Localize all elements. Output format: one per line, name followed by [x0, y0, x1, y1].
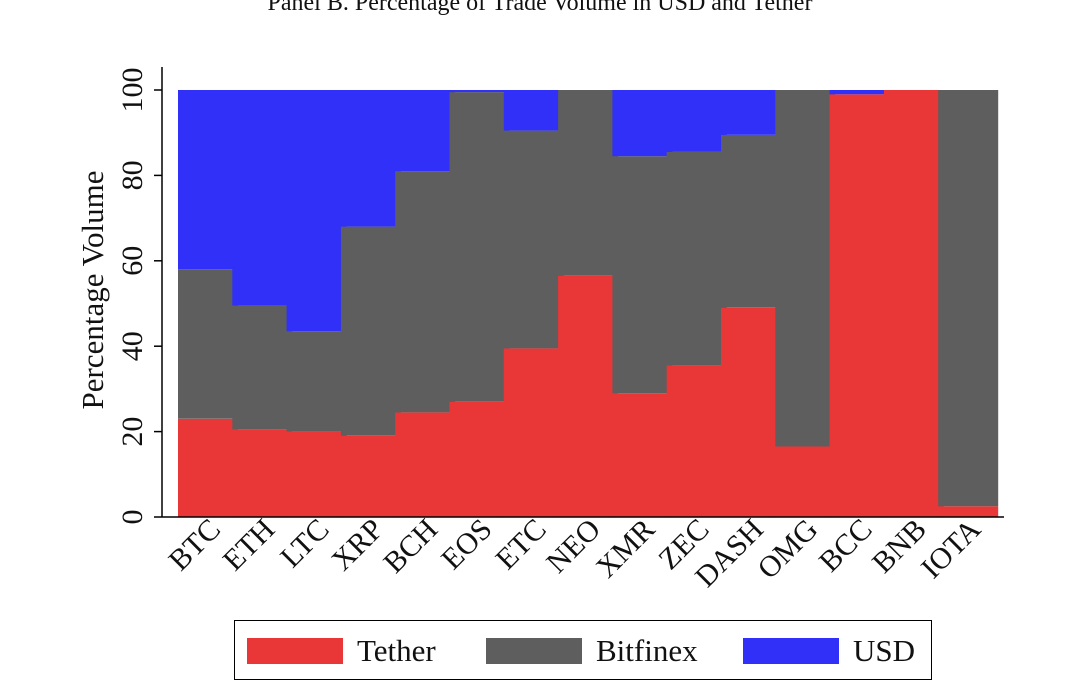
bar-usd-bch [395, 90, 456, 172]
bar-tether-dash [721, 307, 781, 517]
bar-tether-neo [558, 275, 619, 517]
x-tick-label-bch: BCH [377, 513, 444, 580]
bar-tether-etc [503, 348, 564, 517]
legend-swatch-usd [743, 638, 839, 664]
x-tick-label-etc: ETC [489, 513, 552, 576]
bar-bitfinex-eos [449, 92, 510, 402]
bar-tether-zec [666, 365, 727, 517]
y-tick-label-100: 100 [116, 68, 149, 113]
y-tick-label-0: 0 [116, 510, 149, 525]
bar-bitfinex-zec [666, 151, 727, 366]
legend-item-tether: Tether [247, 633, 436, 669]
x-tick-label-bcc: BCC [813, 513, 879, 579]
bar-group [178, 90, 999, 518]
legend-label-tether: Tether [357, 633, 436, 668]
bar-bitfinex-etc [503, 130, 564, 349]
bar-tether-omg [775, 446, 836, 517]
x-tick-label-iota: IOTA [915, 512, 988, 585]
bar-usd-eth [232, 90, 293, 306]
legend-item-usd: USD [743, 633, 915, 669]
bar-tether-btc [178, 418, 238, 517]
bar-bitfinex-dash [721, 134, 781, 308]
legend-swatch-bitfinex [486, 638, 582, 664]
bar-bitfinex-xmr [612, 156, 673, 394]
legend-swatch-tether [247, 638, 343, 664]
y-tick-label-80: 80 [116, 160, 149, 190]
x-tick-label-eos: EOS [435, 513, 498, 576]
bar-bitfinex-neo [558, 90, 619, 276]
bar-bitfinex-ltc [286, 331, 347, 432]
y-tick-label-40: 40 [116, 331, 149, 361]
bar-usd-ltc [286, 90, 347, 332]
x-tick-label-xrp: XRP [325, 513, 390, 578]
bar-tether-bcc [829, 94, 890, 518]
bar-bitfinex-omg [775, 90, 836, 447]
chart-plot: BTCETHLTCXRPBCHEOSETCNEOXMRZECDASHOMGBCC… [75, 67, 1004, 594]
bar-bitfinex-iota [938, 90, 999, 507]
x-tick-label-btc: BTC [162, 513, 227, 578]
bar-bitfinex-btc [178, 269, 238, 419]
bar-usd-xmr [612, 90, 673, 157]
bar-bitfinex-eth [232, 305, 293, 430]
legend-label-bitfinex: Bitfinex [596, 633, 698, 668]
bar-tether-eth [232, 429, 293, 517]
bar-tether-bch [395, 412, 456, 517]
bar-usd-zec [666, 90, 727, 152]
legend-item-bitfinex: Bitfinex [486, 633, 698, 669]
bar-tether-bnb [883, 90, 944, 517]
legend-label-usd: USD [853, 633, 916, 668]
x-tick-label-ltc: LTC [274, 513, 335, 574]
bar-tether-xmr [612, 393, 673, 517]
bar-bitfinex-bch [395, 171, 456, 413]
x-tick-label-xmr: XMR [590, 513, 662, 585]
bar-usd-xrp [340, 90, 401, 227]
bar-tether-eos [449, 401, 510, 517]
chart-title: Panel B. Percentage of Trade Volume in U… [267, 0, 813, 16]
y-tick-label-20: 20 [116, 417, 149, 447]
x-tick-label-omg: OMG [751, 513, 824, 586]
bar-usd-bcc [829, 90, 890, 95]
x-tick-label-eth: ETH [217, 513, 282, 578]
bar-tether-ltc [286, 431, 347, 517]
legend: Tether Bitfinex USD [234, 620, 932, 680]
bar-tether-iota [938, 506, 999, 517]
y-axis-title: Percentage Volume [75, 170, 110, 409]
bar-bitfinex-xrp [340, 226, 401, 436]
bar-tether-xrp [340, 435, 401, 517]
bar-usd-dash [721, 90, 781, 135]
bar-usd-eos [449, 90, 510, 93]
y-tick-label-60: 60 [116, 246, 149, 276]
bar-usd-etc [503, 90, 564, 131]
bar-usd-btc [178, 90, 238, 270]
